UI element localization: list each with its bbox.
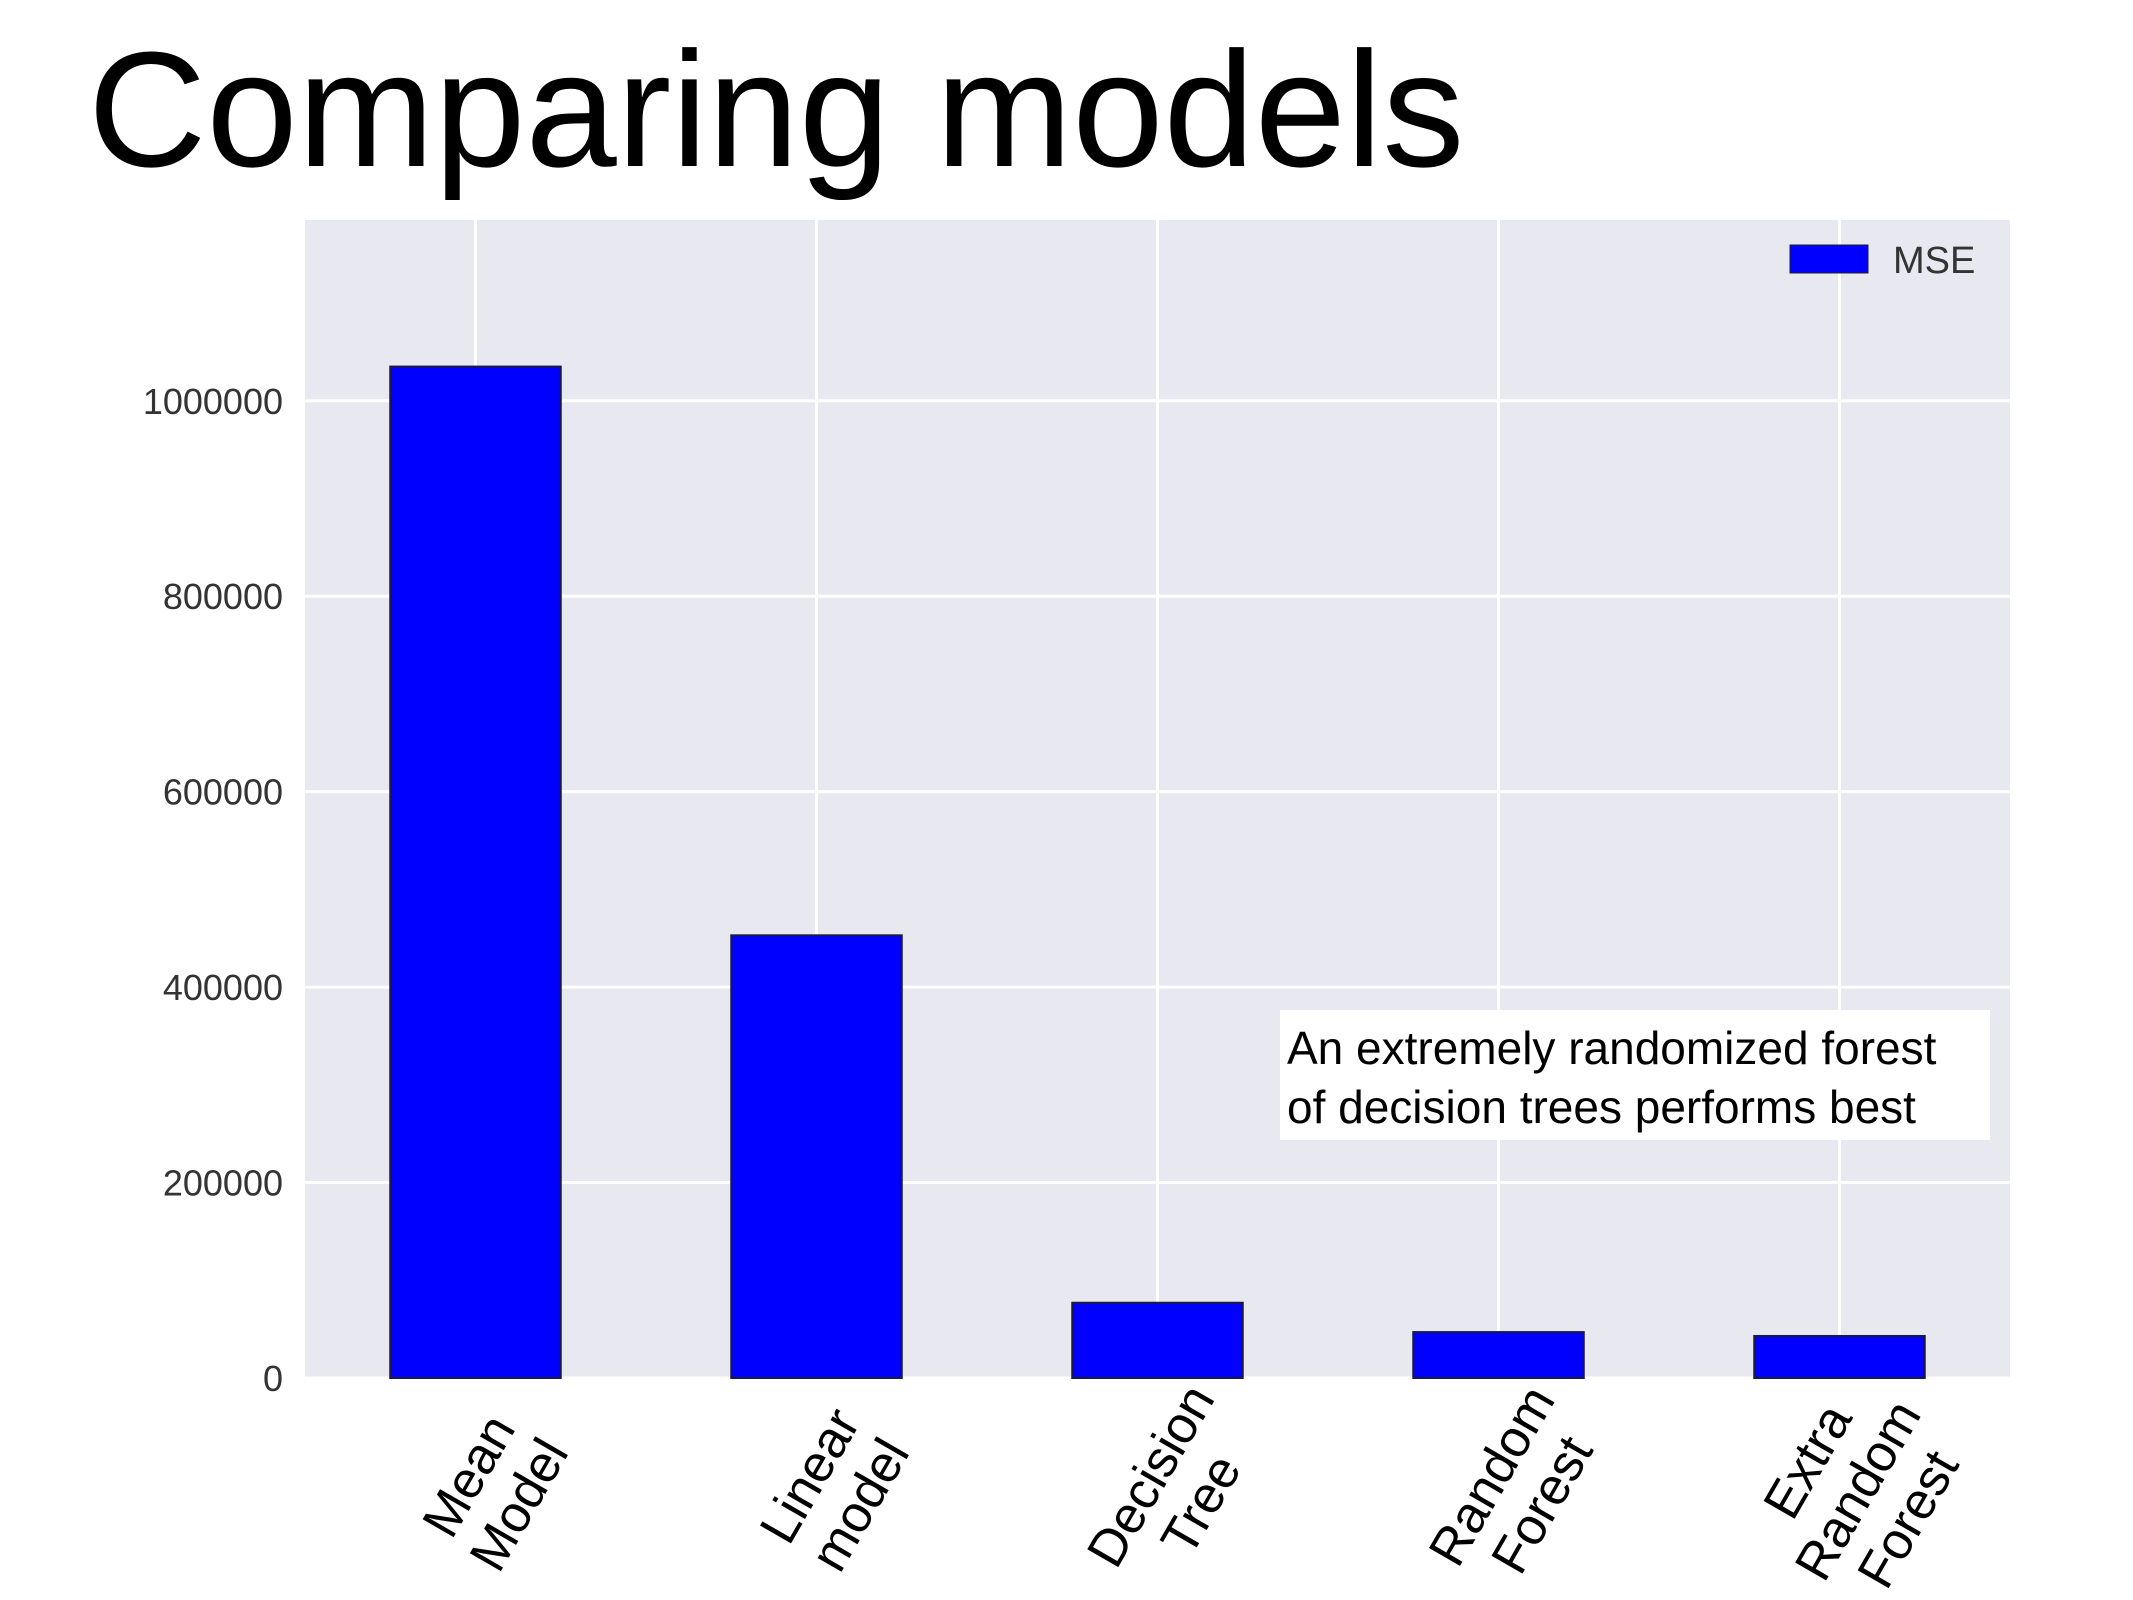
y-tick-label: 200000 — [163, 1163, 283, 1204]
x-category-label: ExtraRandomForest — [1734, 1362, 1983, 1600]
bar — [389, 365, 562, 1379]
horizontal-gridlines — [305, 399, 2010, 1380]
annotation-line-1: An extremely randomized forest — [1287, 1022, 1937, 1074]
y-tick-label: 1000000 — [143, 381, 283, 422]
page-title: Comparing models — [88, 18, 1465, 201]
x-category-label: Linearmodel — [749, 1399, 922, 1582]
legend: MSE — [1789, 240, 1975, 282]
bars — [389, 365, 1926, 1380]
legend-label-mse: MSE — [1893, 240, 1975, 282]
y-tick-label: 400000 — [163, 967, 283, 1008]
y-axis-tick-labels: 0 200000 400000 600000 800000 1000000 — [143, 381, 283, 1399]
annotation-background — [1280, 1010, 1990, 1140]
bar — [730, 934, 903, 1379]
y-tick-label: 800000 — [163, 576, 283, 617]
y-tick-label: 0 — [263, 1358, 283, 1399]
x-category-label: RandomForest — [1418, 1376, 1617, 1600]
legend-swatch-mse — [1789, 244, 1869, 274]
bar — [1071, 1301, 1244, 1379]
annotation-box: An extremely randomized forest of decisi… — [1280, 1010, 1990, 1140]
bar — [1412, 1331, 1585, 1380]
x-category-label: MeanModel — [409, 1400, 580, 1581]
y-tick-label: 600000 — [163, 772, 283, 813]
bar — [1753, 1334, 1926, 1379]
annotation-line-2: of decision trees performs best — [1287, 1081, 1916, 1133]
x-category-label: DecisionTree — [1076, 1375, 1276, 1600]
x-axis-category-labels: MeanModel Linearmodel DecisionTree RandomFo… — [409, 1362, 1983, 1600]
